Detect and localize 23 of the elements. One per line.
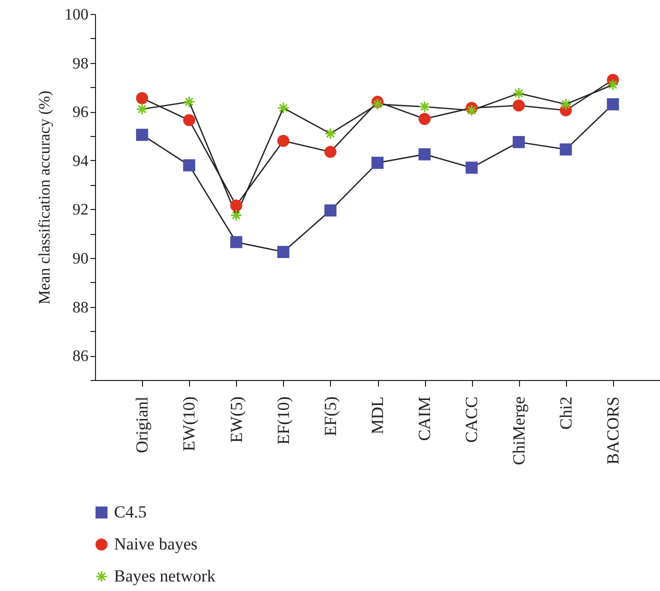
y-tick-label: 92: [72, 202, 88, 219]
y-axis-title: Mean classification accuracy (%): [36, 90, 54, 304]
x-tick-label: Origianl: [132, 396, 152, 454]
x-tick-label: CACC: [462, 396, 482, 443]
y-tick-label: 100: [64, 6, 88, 24]
y-tick-label: 98: [72, 55, 88, 72]
y-tick-label: 86: [72, 348, 88, 366]
x-tick-label: MDL: [368, 396, 387, 434]
x-tick-label: CAIM: [415, 396, 434, 441]
y-tick-label: 96: [72, 104, 88, 122]
y-tick-label: 90: [72, 250, 88, 268]
legend-label: C4.5: [114, 502, 147, 522]
x-tick-label: EF(10): [274, 396, 293, 445]
legend-label: Naive bayes: [114, 534, 198, 554]
x-tick-label: ChiMerge: [509, 396, 528, 466]
y-tick-label: 88: [72, 299, 88, 316]
legend-label: Bayes network: [114, 566, 216, 586]
y-tick-label: 94: [72, 152, 88, 170]
x-tick-label: BACORS: [603, 396, 622, 465]
x-tick-label: EW(10): [180, 396, 199, 452]
x-tick-label: Chi2: [556, 396, 576, 430]
x-tick-label: EW(5): [226, 396, 246, 443]
x-tick-label: EF(5): [320, 396, 340, 436]
